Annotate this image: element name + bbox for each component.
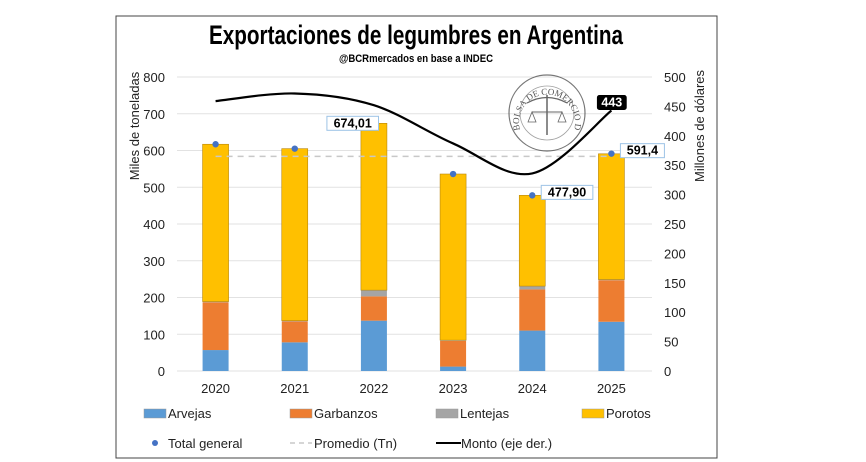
bar-porotos-2024 [518,195,546,287]
bar-lentejas-2021 [281,320,308,322]
bar-arvejas-2024 [519,330,546,371]
data-label-box [596,95,627,111]
bar-arvejas-2021 [281,342,308,371]
bar-garbanzos-2024 [519,289,546,331]
bar-arvejas-2025 [598,321,625,371]
y-right-tick-label: 150 [664,276,686,291]
y-right-tick-label: 100 [664,305,686,320]
data-label-box [540,184,594,200]
y-tick-label: 300 [143,254,165,269]
total-point-2025 [608,150,615,157]
bar-garbanzos-2022 [360,296,387,321]
data-label: 477,90 [548,185,586,199]
y-right-tick-label: 400 [664,129,686,144]
x-tick-label: 2025 [597,381,626,396]
chart-subtitle: @BCRmercados en base a INDEC [339,53,493,65]
bar-porotos-2022 [360,123,388,291]
x-tick-label: 2022 [359,381,388,396]
y-axis-right-label: Millones de dólares [692,70,707,183]
bar-arvejas-2020 [202,350,229,371]
legend-total-marker [152,440,158,446]
bar-lentejas-2025 [598,279,625,281]
y-right-tick-label: 250 [664,217,686,232]
y-right-tick-label: 450 [664,99,686,114]
data-label: 443 [601,96,622,110]
legend-label: Arvejas [168,406,212,421]
x-tick-label: 2021 [280,381,309,396]
bar-arvejas-2022 [360,320,387,371]
total-point-2024 [529,192,536,199]
total-point-2020 [212,141,219,148]
bar-porotos-2023 [439,173,467,341]
legend-label: Monto (eje der.) [461,436,552,451]
y-right-tick-label: 300 [664,188,686,203]
bar-lentejas-2022 [360,290,387,297]
bar-porotos-2025 [598,153,625,280]
x-tick-label: 2023 [439,381,468,396]
y-tick-label: 600 [143,144,165,159]
monto-line [215,92,613,176]
bar-lentejas-2023 [440,340,467,341]
bar-porotos-2021 [281,148,309,321]
legend-label: Promedio (Tn) [314,436,397,451]
bar-arvejas-2023 [440,366,467,371]
y-right-tick-label: 0 [664,364,671,379]
bar-garbanzos-2023 [440,340,467,367]
bar-garbanzos-2020 [202,302,229,351]
y-right-tick-label: 500 [664,70,686,85]
y-tick-label: 0 [158,364,165,379]
x-tick-label: 2024 [518,381,547,396]
legend-swatch-porotos [581,408,605,419]
total-point-2023 [449,170,457,178]
y-right-tick-label: 200 [664,246,686,261]
y-right-tick-label: 350 [664,158,686,173]
data-label-box [619,143,665,159]
y-tick-label: 700 [143,107,165,122]
data-label-box [326,115,380,131]
bar-garbanzos-2021 [281,321,308,343]
y-tick-label: 400 [143,217,165,232]
y-tick-label: 800 [143,70,165,85]
data-label: 674,01 [334,116,372,130]
legend-label: Lentejas [460,406,510,421]
y-axis-label: Miles de toneladas [127,71,142,180]
legend-label: Total general [168,436,243,451]
chart-title: Exportaciones de legumbres en Argentina [209,20,624,50]
bar-porotos-2020 [202,143,229,302]
legend-label: Porotos [606,406,651,421]
bar-garbanzos-2025 [598,280,625,322]
total-point-2021 [291,145,298,152]
y-right-tick-label: 50 [664,335,678,350]
y-tick-label: 100 [143,327,165,342]
legend-swatch-garbanzos [289,408,313,419]
legend-label: Garbanzos [314,406,378,421]
legend-swatch-lentejas [435,408,459,419]
y-tick-label: 500 [143,180,165,195]
bar-lentejas-2024 [519,286,546,290]
x-tick-label: 2020 [201,381,230,396]
legend-swatch-arvejas [143,408,167,419]
y-tick-label: 200 [143,291,165,306]
data-label: 591,4 [627,144,658,158]
bar-lentejas-2020 [202,301,229,303]
